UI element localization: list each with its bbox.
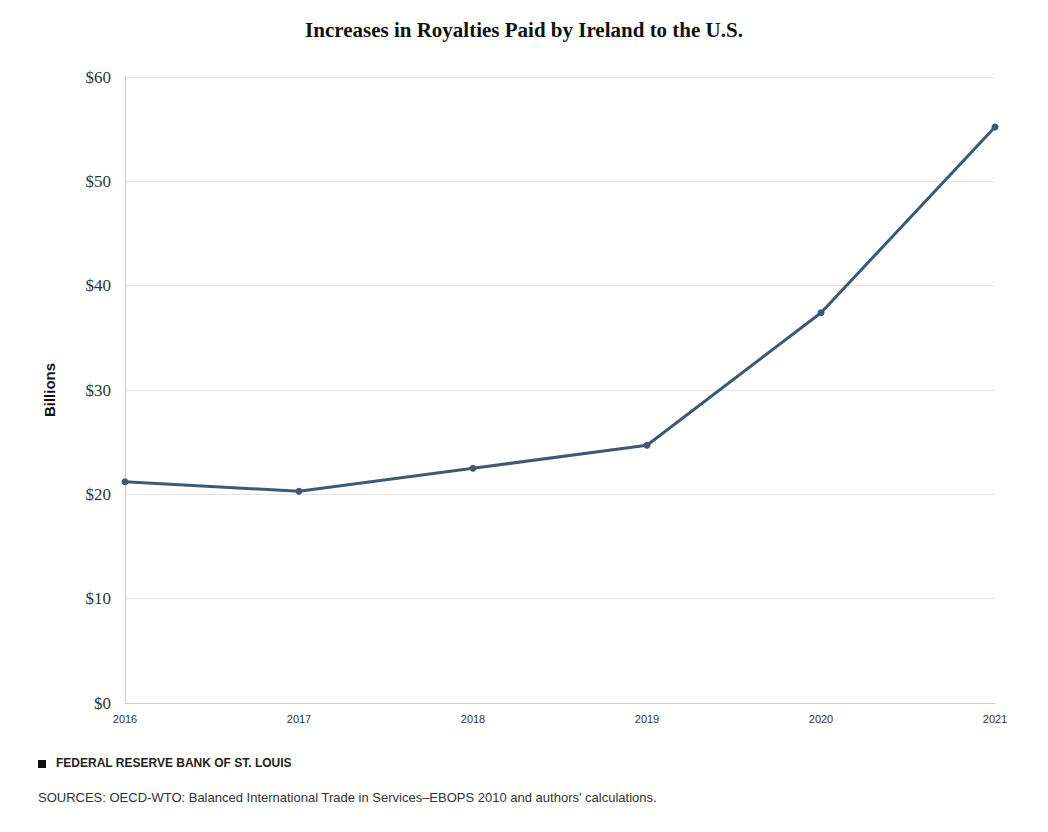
svg-text:$10: $10: [86, 589, 112, 608]
svg-text:$20: $20: [86, 485, 112, 504]
svg-text:2019: 2019: [635, 713, 659, 725]
svg-text:$50: $50: [86, 172, 112, 191]
svg-text:2016: 2016: [113, 713, 137, 725]
svg-text:FEDERAL RESERVE BANK OF ST. LO: FEDERAL RESERVE BANK OF ST. LOUIS: [56, 756, 292, 770]
svg-text:2017: 2017: [287, 713, 311, 725]
svg-text:$30: $30: [86, 381, 112, 400]
svg-text:2021: 2021: [983, 713, 1007, 725]
svg-text:$60: $60: [86, 68, 112, 87]
svg-text:Increases in Royalties Paid by: Increases in Royalties Paid by Ireland t…: [305, 18, 743, 42]
svg-text:SOURCES: OECD-WTO: Balanced In: SOURCES: OECD-WTO: Balanced Internationa…: [38, 790, 657, 805]
svg-text:2018: 2018: [461, 713, 485, 725]
svg-text:Billions: Billions: [41, 363, 58, 417]
svg-text:2020: 2020: [809, 713, 833, 725]
svg-text:$40: $40: [86, 276, 112, 295]
svg-text:$0: $0: [94, 694, 111, 713]
